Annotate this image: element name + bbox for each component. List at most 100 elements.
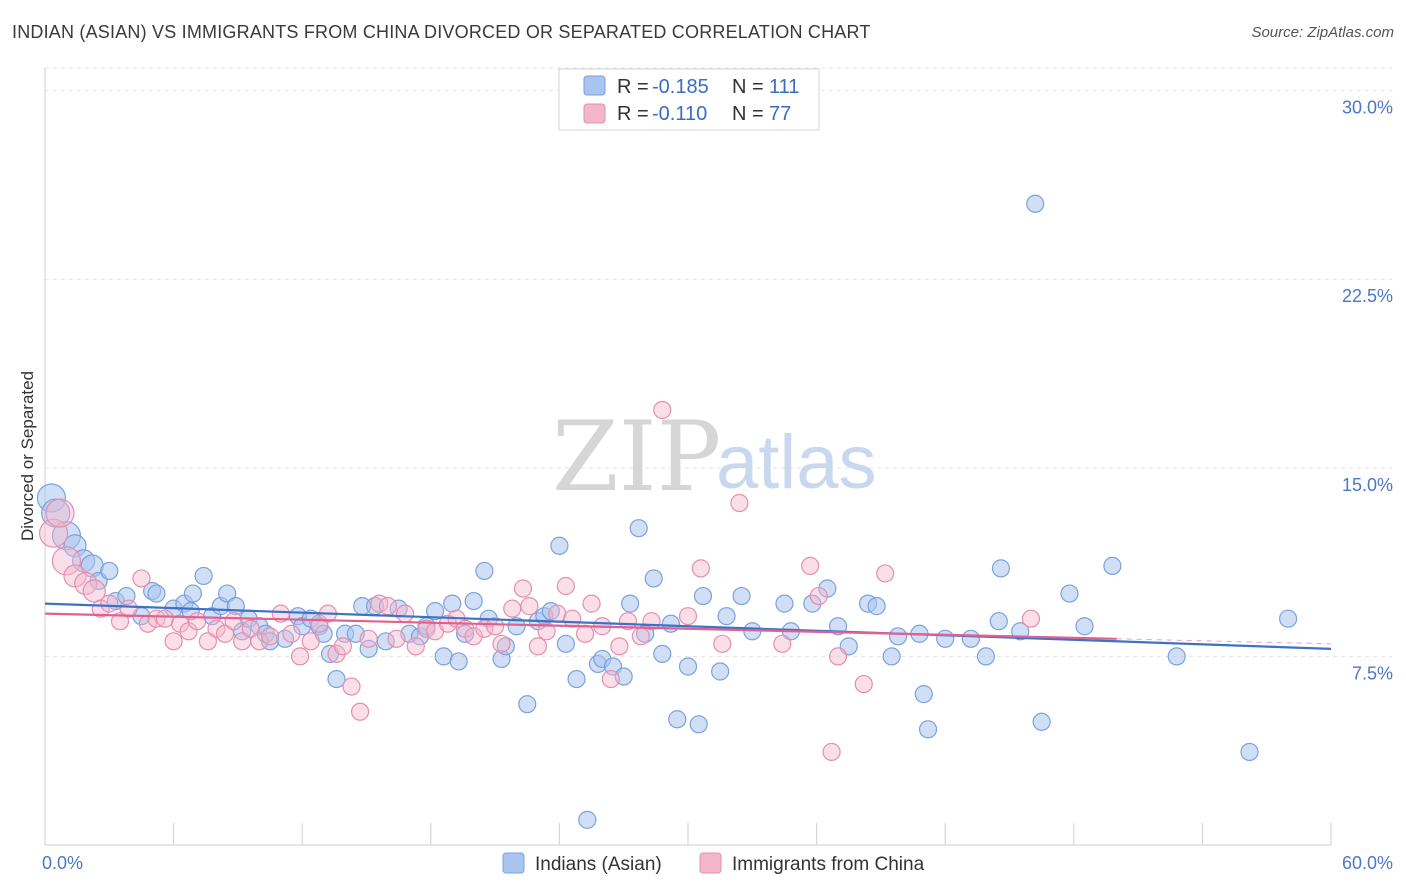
series-1-point-9 bbox=[119, 599, 138, 618]
series-1-point-20 bbox=[215, 624, 235, 643]
watermark-zip: ZIP bbox=[552, 401, 721, 513]
series-1-point-21 bbox=[224, 612, 243, 631]
series-1-point-23 bbox=[241, 619, 260, 638]
series-1-point-51 bbox=[503, 599, 522, 618]
series-0-point-106 bbox=[1167, 647, 1186, 666]
series-0-point-15 bbox=[181, 602, 200, 621]
y-tick-label-3: 30.0% bbox=[1342, 98, 1393, 118]
bottom-legend-swatch-pink bbox=[699, 852, 722, 874]
series-0-point-55 bbox=[507, 617, 526, 636]
series-0-point-96 bbox=[961, 629, 981, 648]
series-1-point-57 bbox=[556, 576, 575, 596]
series-0-point-61 bbox=[556, 634, 575, 653]
series-0-point-17 bbox=[194, 566, 213, 586]
legend-r-label-2: R = bbox=[617, 103, 649, 125]
legend-n-value-2: 77 bbox=[769, 103, 791, 125]
series-1-point-19 bbox=[207, 619, 226, 638]
series-0-point-104 bbox=[1075, 617, 1094, 636]
bottom-legend-swatch-blue bbox=[502, 852, 525, 874]
series-0-point-72 bbox=[653, 644, 672, 663]
series-0-point-7 bbox=[100, 561, 119, 581]
legend-r-label-1: R = bbox=[617, 76, 649, 98]
series-1-point-32 bbox=[327, 644, 346, 663]
bottom-legend-label-pink: Immigrants from China bbox=[732, 854, 925, 875]
series-1-point-38 bbox=[378, 597, 398, 616]
x-tick-label-min: 0.0% bbox=[42, 853, 83, 873]
series-1-point-54 bbox=[528, 637, 548, 656]
series-0-point-93 bbox=[914, 685, 933, 704]
trend-lines bbox=[44, 602, 1332, 650]
series-1-point-59 bbox=[576, 624, 595, 643]
series-0-point-48 bbox=[449, 652, 468, 671]
trend-line-1 bbox=[44, 612, 1117, 640]
series-1-point-49 bbox=[486, 617, 505, 636]
series-1-point-0 bbox=[38, 518, 69, 548]
series-0-point-74 bbox=[668, 710, 687, 729]
series-0-point-103 bbox=[1060, 584, 1079, 603]
source-label: Source: ZipAtlas.com bbox=[1251, 24, 1394, 41]
series-1-point-1 bbox=[45, 498, 75, 528]
series-0-point-16 bbox=[183, 584, 202, 603]
series-0-point-71 bbox=[644, 569, 663, 588]
series-1-point-24 bbox=[250, 632, 269, 651]
legend-box: R = -0.185 N = 111 R = -0.110 N = 77 bbox=[558, 68, 820, 131]
series-1-point-34 bbox=[342, 677, 361, 696]
series-0-point-68 bbox=[621, 594, 640, 613]
series-1-point-47 bbox=[464, 627, 483, 646]
series-1-point-56 bbox=[548, 604, 567, 623]
series-1-point-70 bbox=[713, 634, 732, 653]
legend-n-label-1: N = bbox=[732, 76, 764, 98]
series-0-point-89 bbox=[867, 597, 886, 616]
bottom-legend-label-blue: Indians (Asian) bbox=[535, 854, 662, 875]
series-0-point-98 bbox=[989, 612, 1008, 631]
x-axis-ticks bbox=[44, 823, 1332, 845]
series-1-point-14 bbox=[164, 632, 183, 651]
series-0-point-105 bbox=[1103, 556, 1122, 575]
series-0-point-50 bbox=[464, 591, 483, 611]
series-0-point-62 bbox=[567, 669, 586, 689]
series-0-point-107 bbox=[1240, 742, 1259, 762]
series-1-point-2 bbox=[51, 546, 82, 576]
legend-swatch-pink bbox=[583, 103, 606, 124]
y-tick-label-2: 22.5% bbox=[1342, 286, 1393, 306]
series-1-point-27 bbox=[282, 624, 301, 643]
series-1-point-39 bbox=[387, 629, 406, 648]
series-1-point-50 bbox=[492, 634, 511, 653]
series-1-point-55 bbox=[537, 622, 556, 641]
series-0-point-47 bbox=[443, 594, 462, 613]
series-1-point-17 bbox=[188, 612, 207, 631]
series-0-point-78 bbox=[711, 662, 730, 681]
series-0-point-90 bbox=[882, 647, 901, 666]
series-0-point-91 bbox=[888, 627, 908, 646]
series-1-point-71 bbox=[730, 493, 749, 513]
series-0-point-80 bbox=[732, 586, 751, 606]
series-1-point-7 bbox=[100, 594, 119, 613]
y-tick-label-0: 7.5% bbox=[1352, 663, 1393, 683]
series-1-point-79 bbox=[1021, 609, 1041, 628]
y-tick-labels: 7.5% 15.0% 22.5% 30.0% bbox=[1342, 98, 1393, 684]
series-0-point-73 bbox=[661, 614, 680, 633]
series-1-point-8 bbox=[110, 612, 130, 631]
series-1-point-60 bbox=[582, 594, 601, 613]
series-0-point-38 bbox=[359, 639, 378, 658]
watermark-atlas: atlas bbox=[716, 420, 877, 505]
series-0-point-102 bbox=[1032, 712, 1051, 731]
series-0-point-51 bbox=[475, 561, 494, 581]
chart-title: INDIAN (ASIAN) VS IMMIGRANTS FROM CHINA … bbox=[12, 22, 871, 42]
series-0-point-75 bbox=[678, 657, 698, 676]
series-0-point-97 bbox=[976, 647, 996, 666]
series-1-point-72 bbox=[773, 634, 792, 653]
series-1-point-77 bbox=[854, 674, 873, 694]
series-1-point-25 bbox=[260, 627, 280, 646]
series-0-point-101 bbox=[1026, 194, 1045, 213]
y-axis-label: Divorced or Separated bbox=[18, 371, 37, 541]
series-1-point-53 bbox=[520, 597, 539, 616]
series-1-point-74 bbox=[809, 586, 828, 606]
series-0-point-56 bbox=[518, 695, 537, 714]
series-1-points bbox=[38, 400, 1041, 762]
legend-swatch-blue bbox=[583, 75, 606, 96]
series-0-point-94 bbox=[918, 720, 938, 739]
grid-lines bbox=[45, 67, 1392, 657]
series-0-point-45 bbox=[425, 602, 445, 621]
series-0-point-20 bbox=[218, 584, 237, 603]
